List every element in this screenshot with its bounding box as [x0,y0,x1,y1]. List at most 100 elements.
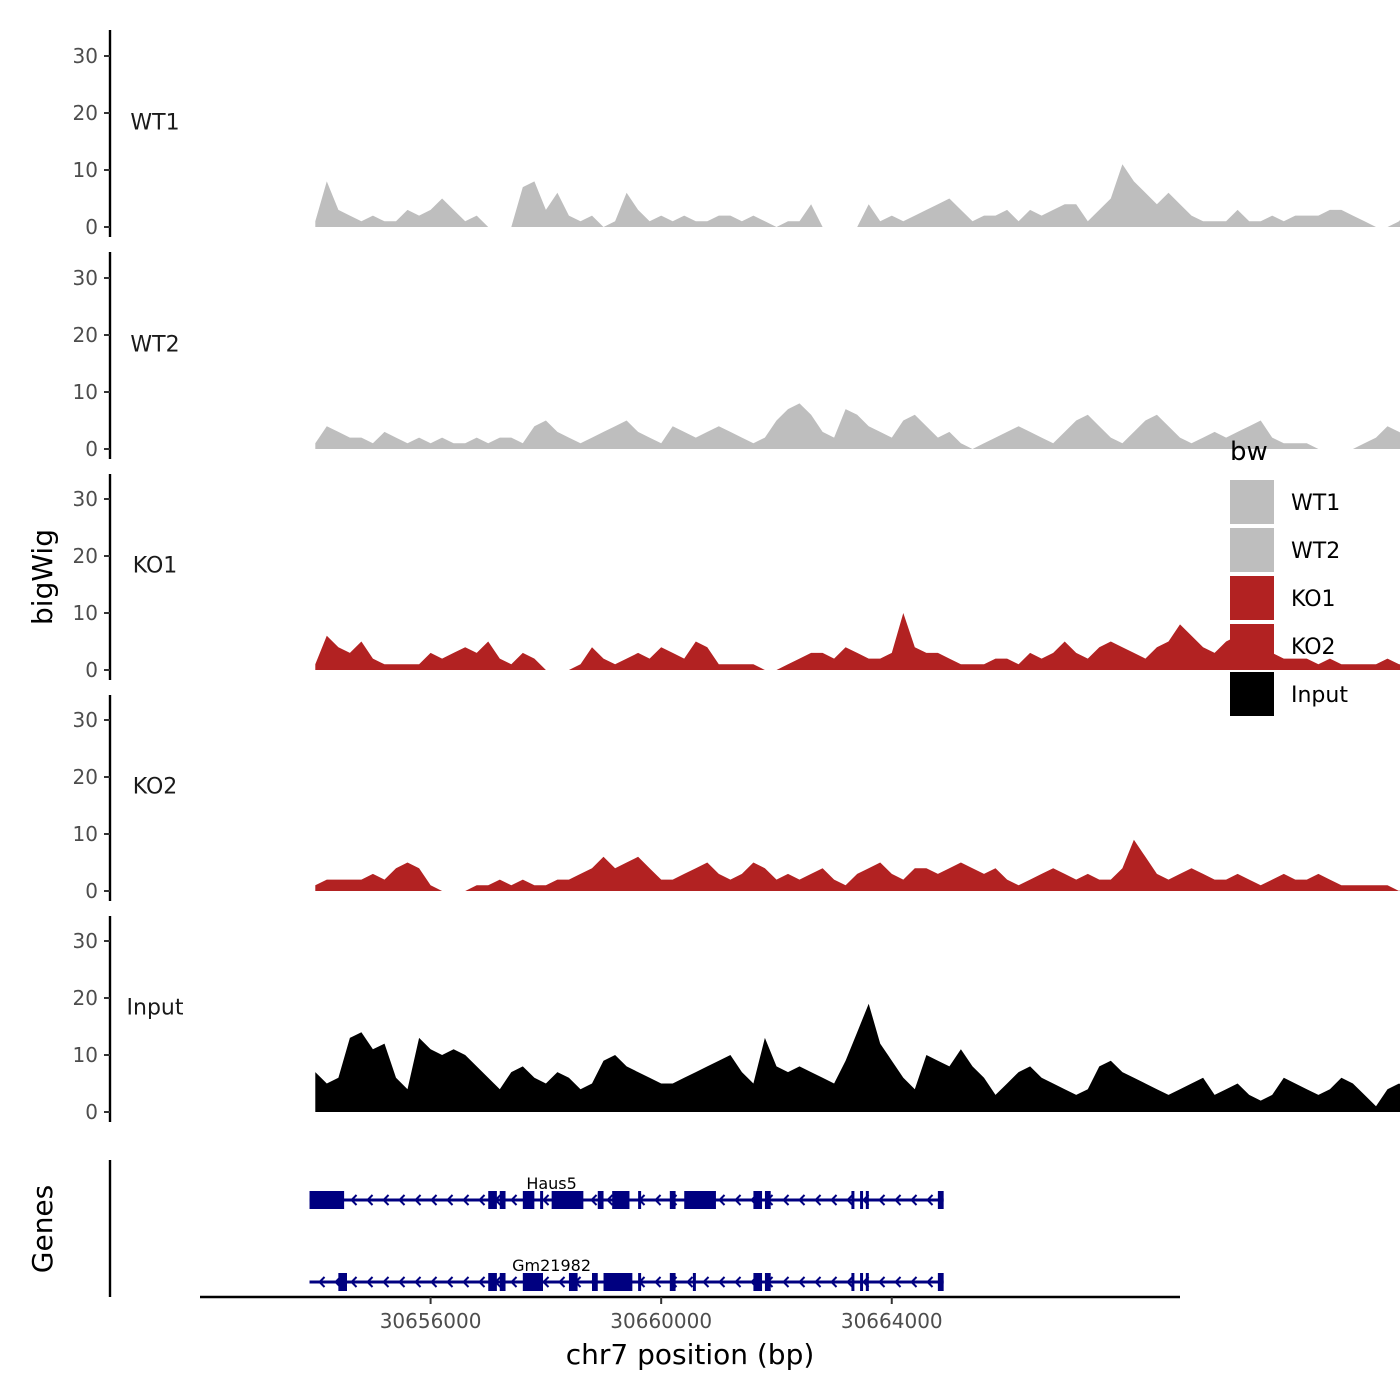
strand-arrow [510,1276,518,1288]
x-axis-title: chr7 position (bp) [566,1338,815,1371]
exon [764,1191,771,1209]
y-tick-label: 10 [73,158,98,182]
exon [684,1191,716,1209]
y-tick-label: 0 [85,1100,98,1124]
genes-axis-title: Genes [26,1185,59,1273]
strand-arrow [830,1194,838,1206]
exon [522,1273,543,1291]
gene-track: Haus5 Gm21982 [108,1160,944,1297]
exon [937,1191,944,1209]
gene-name: Gm21982 [512,1256,591,1275]
legend-item-wt1: WT1 [1230,480,1340,524]
y-tick-label: 10 [73,822,98,846]
exon [692,1273,696,1291]
strand-arrow [654,1276,662,1288]
legend-label: WT2 [1291,539,1340,564]
exon [551,1191,584,1209]
strand-arrow [846,1276,854,1288]
exon [592,1273,598,1291]
legend-swatch [1230,528,1274,572]
y-tick-label: 0 [85,658,98,682]
strand-arrow [910,1276,918,1288]
exon [851,1191,855,1209]
exon [309,1191,345,1209]
exon [638,1191,642,1209]
strand-arrow [318,1276,326,1288]
exon [499,1191,506,1209]
y-tick-label: 30 [73,929,98,953]
strand-arrow [782,1194,790,1206]
strand-arrow [478,1276,486,1288]
y-tick-label: 0 [85,879,98,903]
y-tick-label: 10 [73,1043,98,1067]
strand-arrow [398,1276,406,1288]
track-wt1: 0 10 20 30 WT1 [73,30,1400,239]
y-tick-label: 30 [73,487,98,511]
exon [669,1191,676,1209]
strand-arrow [398,1194,406,1206]
strand-arrow [878,1276,886,1288]
y-tick-label: 20 [73,986,98,1010]
strand-arrow [414,1276,422,1288]
strand-arrow [590,1194,598,1206]
legend-label: Input [1291,683,1348,708]
strand-arrow [734,1194,742,1206]
exon [488,1191,497,1209]
strand-arrow [878,1194,886,1206]
y-tick-label: 20 [73,323,98,347]
legend: bw WT1 WT2 KO1 KO2 Input [1230,437,1348,716]
strand-arrow [894,1276,902,1288]
legend-swatch [1230,576,1274,620]
strand-arrow [350,1194,358,1206]
area-ko2 [315,839,1400,891]
strand-arrow [542,1276,550,1288]
strand-arrow [510,1194,518,1206]
legend-item-wt2: WT2 [1230,528,1340,572]
strand-arrow [382,1194,390,1206]
strand-arrow [558,1276,566,1288]
strand-arrow [654,1194,662,1206]
strand-arrow [446,1276,454,1288]
legend-item-input: Input [1230,672,1348,716]
y-axis-title: bigWig [26,529,59,625]
strand-arrow [926,1194,934,1206]
area-ko1 [315,613,1400,670]
legend-label: KO2 [1291,635,1336,660]
track-input: 0 10 20 30 Input [73,916,1400,1124]
y-tick-label: 20 [73,101,98,125]
area-input [315,1003,1400,1112]
strand-arrow [814,1276,822,1288]
exon [669,1273,676,1291]
exon [522,1191,535,1209]
strand-arrow [430,1276,438,1288]
gene-name: Haus5 [526,1174,577,1193]
y-tick-label: 0 [85,437,98,461]
legend-swatch [1230,624,1274,668]
strand-arrow [782,1276,790,1288]
strand-arrow [702,1276,710,1288]
strand-arrow [606,1194,614,1206]
track-label: KO2 [133,774,178,799]
gene-gm21982: Gm21982 [309,1256,944,1291]
track-ko1: 0 10 20 30 KO1 [73,474,1400,682]
strand-arrow [366,1276,374,1288]
x-tick-label: 30664000 [841,1309,943,1333]
y-tick-label: 30 [73,708,98,732]
strand-arrow [446,1194,454,1206]
exon [540,1191,544,1209]
legend-swatch [1230,480,1274,524]
exon [937,1273,944,1291]
exon [753,1273,763,1291]
y-tick-label: 30 [73,266,98,290]
exon [603,1273,633,1291]
strand-arrow [414,1194,422,1206]
strand-arrow [926,1276,934,1288]
exon [338,1273,347,1291]
x-tick-label: 30660000 [610,1309,712,1333]
legend-label: KO1 [1291,587,1336,612]
track-label: KO1 [133,553,178,578]
strand-arrow [798,1194,806,1206]
track-label: WT1 [130,110,179,135]
strand-arrow [462,1276,470,1288]
